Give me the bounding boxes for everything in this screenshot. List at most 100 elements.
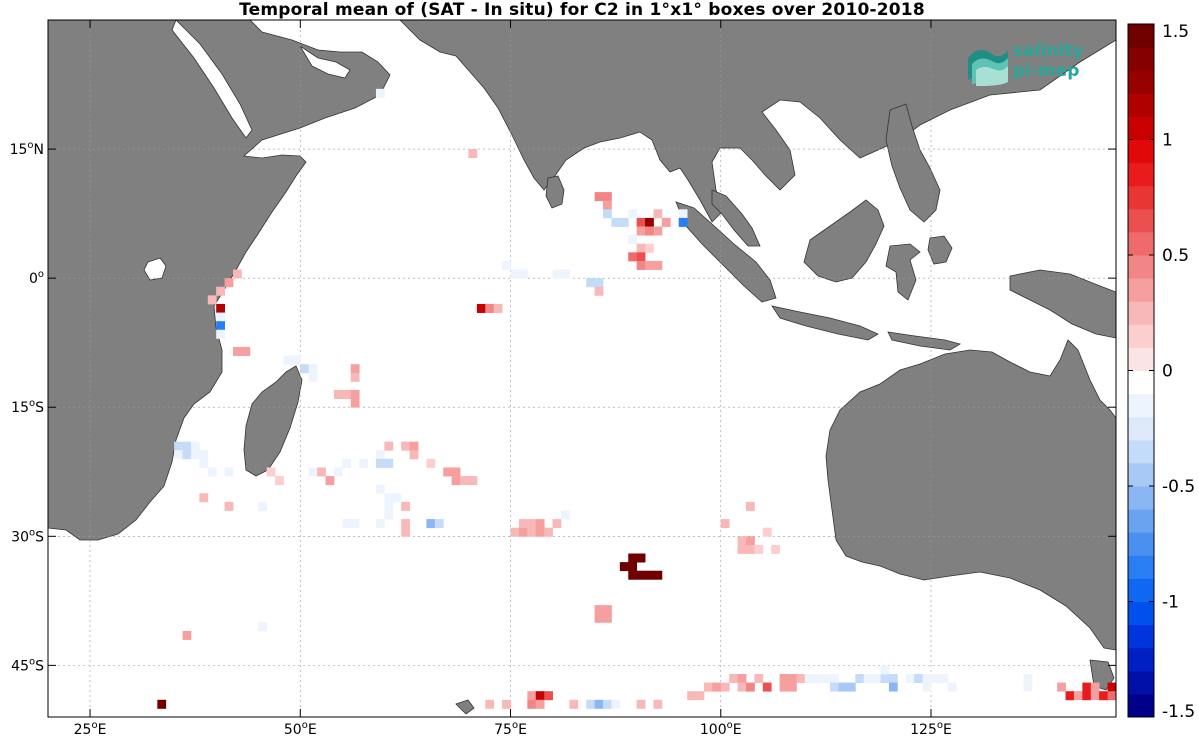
data-cell bbox=[737, 673, 747, 683]
data-cell bbox=[451, 476, 461, 486]
data-cell bbox=[409, 450, 419, 460]
logo-text-salinity: salinity bbox=[1013, 41, 1084, 61]
data-cell bbox=[275, 476, 284, 486]
data-cell bbox=[535, 527, 545, 537]
data-cell bbox=[771, 544, 781, 554]
data-cell bbox=[855, 673, 865, 683]
data-cell bbox=[216, 312, 225, 322]
salinity-pi-mep-logo: salinity pi-mep bbox=[966, 40, 1096, 86]
sulawesi bbox=[885, 243, 921, 301]
australia bbox=[825, 339, 1116, 651]
data-cell bbox=[1073, 691, 1083, 701]
data-cell bbox=[199, 458, 209, 468]
axis-tick-label: 100oE bbox=[700, 720, 742, 738]
colorbar-segment bbox=[1128, 578, 1154, 602]
data-cell bbox=[560, 510, 570, 520]
red-sea bbox=[171, 20, 253, 139]
colorbar-segment bbox=[1128, 439, 1154, 464]
data-cell bbox=[594, 699, 604, 709]
data-cell bbox=[1023, 682, 1033, 692]
colorbar-segment bbox=[1128, 70, 1154, 94]
data-cell bbox=[745, 501, 755, 511]
data-cell bbox=[762, 527, 772, 537]
data-cell bbox=[737, 544, 747, 554]
axis-tick-label: 15oN bbox=[10, 140, 44, 158]
data-cell bbox=[359, 458, 368, 468]
data-cell bbox=[300, 364, 310, 374]
data-cell bbox=[527, 519, 537, 529]
colorbar-tick-label: 0.5 bbox=[1162, 246, 1189, 266]
data-cell bbox=[544, 527, 553, 537]
colorbar-segment bbox=[1128, 509, 1154, 533]
data-cell bbox=[333, 390, 343, 400]
data-cell bbox=[527, 699, 537, 709]
data-cell bbox=[182, 630, 192, 640]
colorbar-segment bbox=[1128, 693, 1154, 718]
africa-arabia-landmass bbox=[48, 20, 391, 541]
data-cell bbox=[375, 458, 385, 468]
data-cell bbox=[703, 682, 713, 692]
data-cell bbox=[636, 252, 646, 262]
data-cell bbox=[375, 484, 385, 494]
data-cell bbox=[552, 519, 562, 529]
data-cell bbox=[636, 217, 646, 227]
land-masses bbox=[48, 20, 1116, 715]
data-cell bbox=[493, 303, 503, 313]
data-cell bbox=[678, 217, 688, 227]
madagascar bbox=[243, 365, 303, 477]
colorbar-segment bbox=[1128, 162, 1154, 187]
data-cell bbox=[233, 346, 242, 356]
data-cell bbox=[1099, 691, 1108, 701]
data-cell bbox=[603, 613, 612, 623]
logo-text-pi-mep: pi-mep bbox=[1013, 61, 1080, 81]
data-cell bbox=[1082, 691, 1092, 701]
data-cell bbox=[821, 673, 831, 683]
data-cell bbox=[636, 570, 646, 580]
data-cell bbox=[888, 673, 898, 683]
data-cell bbox=[468, 476, 478, 486]
data-cell bbox=[687, 691, 696, 701]
axis-tick-label: 30oS bbox=[11, 527, 44, 545]
colorbar-segment bbox=[1128, 139, 1154, 164]
data-cell bbox=[308, 467, 318, 477]
data-cell bbox=[628, 252, 638, 262]
colorbar-segment bbox=[1128, 116, 1154, 140]
data-cell bbox=[375, 450, 385, 460]
data-cell bbox=[922, 673, 932, 683]
colorbar-segment bbox=[1128, 301, 1154, 325]
map-title: Temporal mean of (SAT - In situ) for C2 … bbox=[239, 0, 925, 20]
data-cell bbox=[1107, 682, 1116, 692]
data-cell bbox=[872, 673, 881, 683]
data-cell bbox=[905, 673, 915, 683]
java bbox=[771, 305, 879, 341]
data-cell bbox=[527, 527, 537, 537]
data-cell bbox=[384, 501, 394, 511]
data-cell bbox=[914, 673, 923, 683]
data-cell bbox=[401, 501, 411, 511]
data-cell bbox=[880, 665, 890, 675]
data-cell bbox=[1057, 682, 1066, 692]
data-cell bbox=[603, 209, 612, 219]
colorbar-segment bbox=[1128, 670, 1154, 695]
data-cell bbox=[174, 450, 183, 460]
philippines bbox=[885, 103, 941, 223]
data-cell bbox=[645, 226, 654, 236]
colorbar-segment bbox=[1128, 370, 1154, 395]
data-cell bbox=[384, 493, 394, 503]
data-cell bbox=[729, 673, 738, 683]
data-cell bbox=[628, 553, 638, 563]
data-cell bbox=[603, 200, 612, 210]
data-cell bbox=[611, 699, 621, 709]
borneo bbox=[803, 199, 885, 283]
data-cell bbox=[1065, 691, 1075, 701]
data-cell bbox=[350, 364, 360, 374]
data-cell bbox=[653, 209, 663, 219]
data-cell bbox=[569, 699, 579, 709]
data-cell bbox=[502, 699, 511, 709]
data-cell bbox=[409, 441, 419, 451]
colorbar-segment bbox=[1128, 47, 1154, 71]
data-cell bbox=[830, 682, 839, 692]
data-cell bbox=[392, 493, 402, 503]
data-cell bbox=[426, 458, 436, 468]
colorbar-segment bbox=[1128, 278, 1154, 302]
